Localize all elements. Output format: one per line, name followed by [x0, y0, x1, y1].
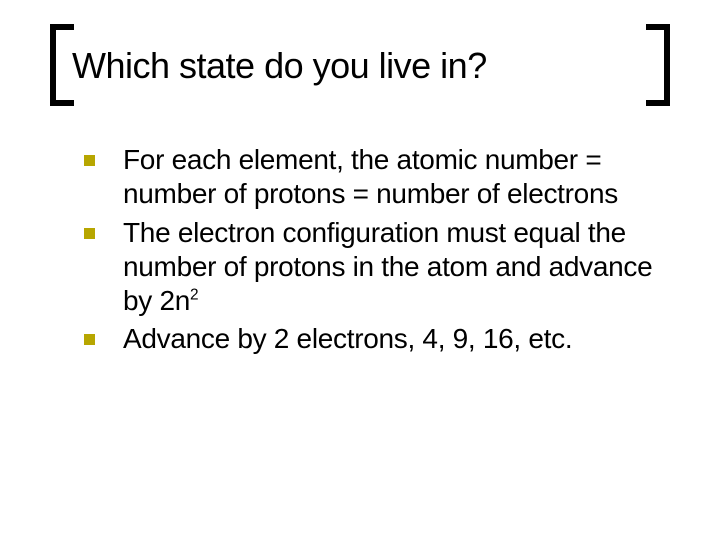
- square-bullet-icon: [84, 155, 95, 166]
- slide: Which state do you live in? For each ele…: [0, 0, 720, 540]
- slide-body: For each element, the atomic number = nu…: [50, 143, 670, 356]
- bullet-text: The electron configuration must equal th…: [123, 216, 670, 318]
- bullet-text: Advance by 2 electrons, 4, 9, 16, etc.: [123, 322, 572, 356]
- slide-title: Which state do you live in?: [72, 44, 648, 87]
- right-bracket-icon: [646, 24, 670, 106]
- list-item: The electron configuration must equal th…: [84, 216, 670, 318]
- bullet-text: For each element, the atomic number = nu…: [123, 143, 670, 211]
- list-item: For each element, the atomic number = nu…: [84, 143, 670, 211]
- left-bracket-icon: [50, 24, 74, 106]
- list-item: Advance by 2 electrons, 4, 9, 16, etc.: [84, 322, 670, 356]
- square-bullet-icon: [84, 228, 95, 239]
- title-container: Which state do you live in?: [50, 44, 670, 87]
- square-bullet-icon: [84, 334, 95, 345]
